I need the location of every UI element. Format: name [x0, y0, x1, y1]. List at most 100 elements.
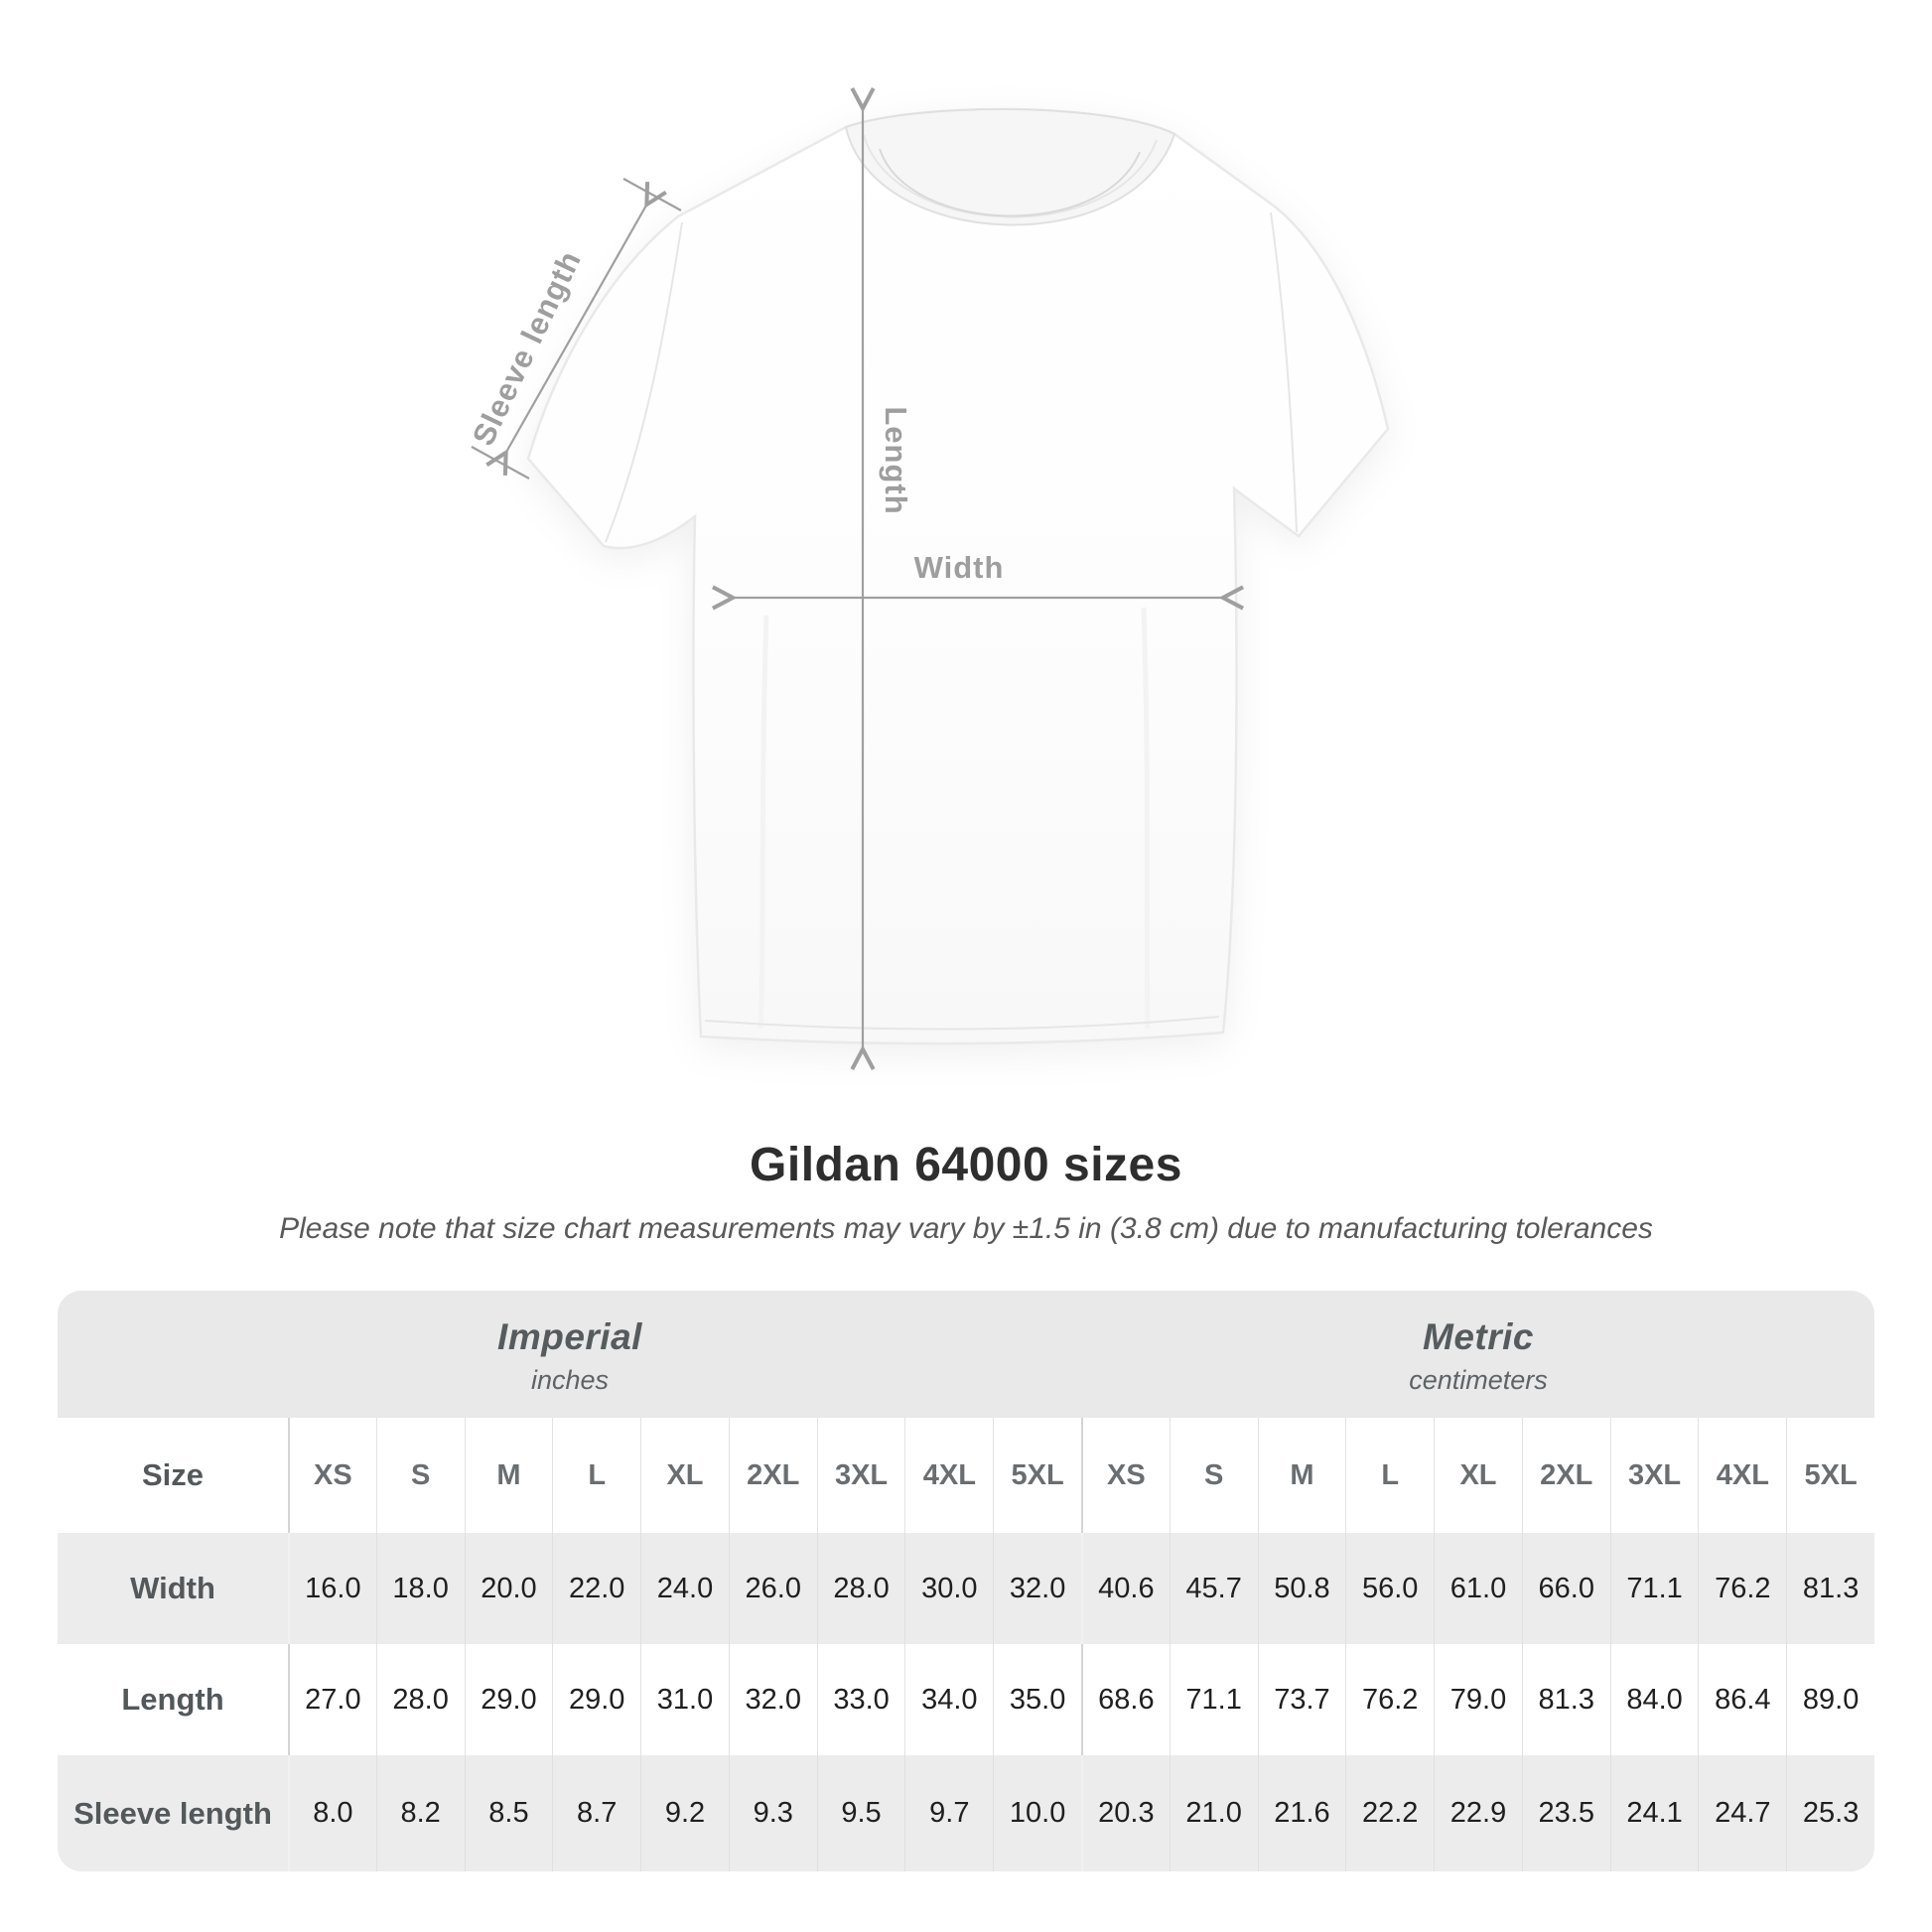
tolerance-note: Please note that size chart measurements…: [279, 1212, 1653, 1245]
size-header-l: L: [552, 1418, 640, 1533]
body-fold-right: [1141, 607, 1151, 1030]
sleeve-length-imperial-4xl: 9.7: [904, 1755, 994, 1871]
size-table: Imperial inches Metric centimeters Size X…: [58, 1291, 1874, 1871]
length-metric-3xl: 84.0: [1609, 1644, 1699, 1755]
length-imperial-xl: 31.0: [640, 1644, 729, 1755]
size-header-m: M: [1257, 1418, 1346, 1533]
sleeve-length-imperial-s: 8.2: [375, 1755, 465, 1871]
sleeve-length-arrow: [485, 182, 667, 476]
length-imperial-2xl: 32.0: [728, 1644, 817, 1755]
size-header-5xl: 5XL: [993, 1418, 1081, 1533]
hem-seam: [704, 1016, 1220, 1031]
size-header-4xl: 4XL: [1698, 1418, 1786, 1533]
sleeve-length-imperial-2xl: 9.3: [728, 1755, 817, 1871]
row-label-length: Length: [121, 1682, 224, 1717]
size-header-2xl: 2XL: [728, 1418, 817, 1533]
collar-opening-line: [879, 148, 1141, 217]
length-metric-2xl: 81.3: [1521, 1644, 1610, 1755]
width-metric-m: 50.8: [1257, 1533, 1346, 1644]
sleeve-length-metric-xl: 22.9: [1434, 1755, 1522, 1871]
size-header-4xl: 4XL: [904, 1418, 993, 1533]
sleeve-length-metric-3xl: 24.1: [1609, 1755, 1699, 1871]
sleeve-length-metric-xs: 20.3: [1081, 1755, 1170, 1871]
size-header-xs: XS: [288, 1418, 376, 1533]
body-fold-left: [758, 615, 769, 1030]
sleeve-arrow-top-tick: [622, 178, 682, 211]
length-metric-4xl: 86.4: [1698, 1644, 1786, 1755]
length-metric-xl: 79.0: [1434, 1644, 1522, 1755]
length-label: Length: [879, 406, 913, 514]
size-header-m: M: [464, 1418, 553, 1533]
size-header-s: S: [1169, 1418, 1258, 1533]
sleeve-length-imperial-xl: 9.2: [640, 1755, 729, 1871]
sleeve-length-metric-l: 22.2: [1345, 1755, 1435, 1871]
width-imperial-3xl: 28.0: [816, 1533, 905, 1644]
sleeve-length-imperial-5xl: 10.0: [993, 1755, 1081, 1871]
width-imperial-2xl: 26.0: [728, 1533, 817, 1644]
imperial-units-label: inches: [530, 1365, 610, 1395]
length-metric-l: 76.2: [1345, 1644, 1434, 1755]
length-imperial-s: 28.0: [375, 1644, 465, 1755]
length-metric-5xl: 89.0: [1786, 1644, 1874, 1755]
size-header-5xl: 5XL: [1786, 1418, 1874, 1533]
sleeve-length-imperial-3xl: 9.5: [816, 1755, 905, 1871]
width-metric-2xl: 66.0: [1521, 1533, 1610, 1644]
sleeve-arrow-bottom-tick: [471, 446, 530, 480]
sleeve-length-metric-5xl: 25.3: [1786, 1755, 1874, 1871]
sleeve-length-imperial-m: 8.5: [464, 1755, 553, 1871]
width-metric-xs: 40.6: [1081, 1533, 1170, 1644]
length-imperial-3xl: 33.0: [816, 1644, 905, 1755]
size-header-3xl: 3XL: [1609, 1418, 1699, 1533]
page-title: Gildan 64000 sizes: [750, 1139, 1182, 1191]
width-metric-s: 45.7: [1169, 1533, 1258, 1644]
width-label: Width: [914, 550, 1005, 585]
right-sleeve-seam: [1270, 211, 1298, 533]
width-imperial-xs: 16.0: [288, 1533, 376, 1644]
width-imperial-xl: 24.0: [640, 1533, 729, 1644]
width-metric-5xl: 81.3: [1786, 1533, 1874, 1644]
unit-header-band: Imperial inches Metric centimeters: [58, 1291, 1874, 1418]
size-header-xl: XL: [640, 1418, 729, 1533]
sleeve-length-metric-2xl: 23.5: [1521, 1755, 1610, 1871]
sleeve-length-metric-4xl: 24.7: [1698, 1755, 1787, 1871]
size-grid: Size XS S M L XL 2XL 3XL 4XL 5XL XS S M L XL 2XL 3XL 4XL 5…: [58, 1418, 1874, 1871]
size-header-3xl: 3XL: [816, 1418, 905, 1533]
width-imperial-l: 22.0: [552, 1533, 641, 1644]
tshirt-body-shape: [526, 107, 1390, 1045]
sleeve-length-metric-m: 21.6: [1257, 1755, 1346, 1871]
sleeve-length-imperial-l: 8.7: [552, 1755, 641, 1871]
tshirt-graphic: [526, 107, 1390, 1045]
width-metric-4xl: 76.2: [1698, 1533, 1787, 1644]
size-header-s: S: [375, 1418, 465, 1533]
width-imperial-s: 18.0: [375, 1533, 465, 1644]
size-header-xl: XL: [1434, 1418, 1522, 1533]
row-label-width: Width: [58, 1533, 288, 1644]
length-imperial-xs: 27.0: [288, 1644, 376, 1755]
size-header-l: L: [1345, 1418, 1434, 1533]
length-imperial-4xl: 34.0: [904, 1644, 993, 1755]
size-column-header: Size: [141, 1457, 205, 1492]
length-metric-m: 73.7: [1257, 1644, 1346, 1755]
length-imperial-5xl: 35.0: [993, 1644, 1081, 1755]
row-label-sleeve-length: Sleeve length: [58, 1755, 288, 1871]
width-metric-xl: 61.0: [1434, 1533, 1522, 1644]
length-metric-s: 71.1: [1169, 1644, 1258, 1755]
metric-units-label: centimeters: [1409, 1365, 1548, 1395]
sleeve-length-imperial-xs: 8.0: [288, 1755, 376, 1871]
length-imperial-m: 29.0: [464, 1644, 553, 1755]
metric-unit-group: Metric centimeters: [1082, 1291, 1874, 1418]
imperial-unit-group: Imperial inches: [58, 1291, 1082, 1418]
sleeve-length-metric-s: 21.0: [1169, 1755, 1258, 1871]
metric-label: Metric: [1423, 1316, 1534, 1357]
size-header-2xl: 2XL: [1521, 1418, 1610, 1533]
width-imperial-m: 20.0: [464, 1533, 553, 1644]
length-imperial-l: 29.0: [552, 1644, 640, 1755]
length-metric-xs: 68.6: [1081, 1644, 1170, 1755]
collar-shape: [844, 108, 1176, 226]
tshirt-measurement-diagram: Sleeve length Length Width: [466, 86, 1390, 1071]
width-imperial-4xl: 30.0: [904, 1533, 994, 1644]
width-imperial-5xl: 32.0: [993, 1533, 1081, 1644]
size-header-xs: XS: [1081, 1418, 1170, 1533]
imperial-label: Imperial: [497, 1316, 642, 1357]
